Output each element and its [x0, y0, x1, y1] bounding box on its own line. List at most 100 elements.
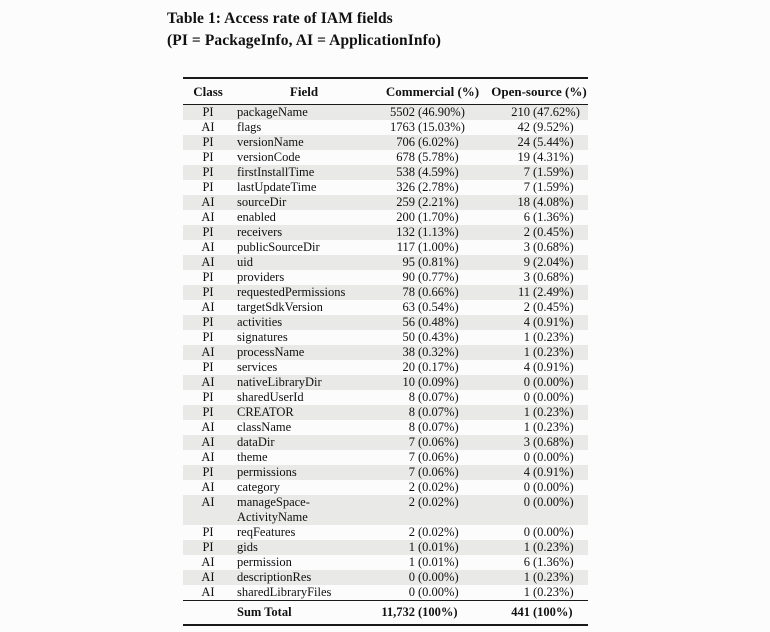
cell-commercial: 2 (0.02%) — [375, 495, 490, 510]
field-name-line: versionCode — [237, 150, 301, 164]
cell-class: AI — [201, 420, 215, 434]
cell-commercial: 132 (1.13%) — [375, 225, 490, 240]
commercial-count: 50 — [402, 330, 416, 344]
open-source-count: 0 — [523, 525, 530, 539]
open-source-percent: (0.68%) — [533, 435, 574, 449]
open-source-percent: (1.59%) — [533, 165, 574, 179]
cell-open-source: 3 (0.68%) — [490, 240, 588, 255]
cell-class: AI — [201, 435, 215, 449]
cell-commercial: 8 (0.07%) — [375, 405, 490, 420]
table-row: AI manageSpace- ActivityName 2 (0.02%) 0 (0.00… — [183, 495, 588, 525]
open-source-count: 2 — [523, 300, 530, 314]
commercial-count: 1 — [408, 540, 415, 554]
cell-class: PI — [202, 165, 214, 179]
table-body: PI packageName 5502 (46.90%) 210 (47.62%) AI fl… — [183, 105, 588, 600]
commercial-count: 200 — [396, 210, 415, 224]
cell-field: sharedLibraryFiles — [233, 585, 375, 600]
commercial-percent: (0.77%) — [418, 270, 459, 284]
cell-commercial: 259 (2.21%) — [375, 195, 490, 210]
commercial-count: 0 — [408, 570, 415, 584]
commercial-count: 5502 — [390, 105, 415, 119]
table-row: PI reqFeatures 2 (0.02%) 0 (0.00%) — [183, 525, 588, 540]
open-source-count: 1 — [523, 330, 530, 344]
commercial-percent: (4.59%) — [418, 165, 459, 179]
cell-field: permission — [233, 555, 375, 570]
sum-commercial-cell: 11,732 (100%) — [375, 605, 490, 620]
open-source-percent: (2.04%) — [533, 255, 574, 269]
cell-commercial: 7 (0.06%) — [375, 435, 490, 450]
commercial-count: 2 — [408, 480, 415, 494]
commercial-count: 678 — [396, 150, 415, 164]
open-source-percent: (0.23%) — [533, 585, 574, 599]
commercial-count: 7 — [408, 435, 415, 449]
cell-class: PI — [202, 225, 214, 239]
commercial-percent: (0.02%) — [418, 480, 459, 494]
cell-open-source: 7 (1.59%) — [490, 180, 588, 195]
table-row: AI processName 38 (0.32%) 1 (0.23%) — [183, 345, 588, 360]
open-source-count: 4 — [523, 315, 530, 329]
field-name-line: flags — [237, 120, 262, 134]
cell-class: AI — [201, 210, 215, 224]
open-source-count: 1 — [523, 420, 530, 434]
cell-open-source: 1 (0.23%) — [490, 540, 588, 555]
commercial-percent: (1.00%) — [418, 240, 459, 254]
field-name-line: sharedUserId — [237, 390, 304, 404]
cell-commercial: 7 (0.06%) — [375, 465, 490, 480]
cell-class: PI — [202, 285, 214, 299]
header-field: Field — [289, 83, 319, 99]
open-source-count: 3 — [523, 270, 530, 284]
commercial-percent: (46.90%) — [418, 105, 465, 119]
cell-open-source: 18 (4.08%) — [490, 195, 588, 210]
cell-class: AI — [201, 300, 215, 314]
commercial-percent: (0.09%) — [418, 375, 459, 389]
open-source-percent: (0.23%) — [533, 330, 574, 344]
open-source-count: 42 — [517, 120, 531, 134]
cell-class: PI — [202, 150, 214, 164]
cell-open-source: 11 (2.49%) — [490, 285, 588, 300]
open-source-percent: (47.62%) — [533, 105, 580, 119]
field-name-line: firstInstallTime — [237, 165, 315, 179]
open-source-count: 4 — [523, 465, 530, 479]
header-open-source: Open-source (%) — [491, 83, 587, 99]
header-commercial: Commercial (%) — [385, 83, 480, 99]
cell-open-source: 1 (0.23%) — [490, 420, 588, 435]
cell-field: gids — [233, 540, 375, 555]
open-source-percent: (0.23%) — [533, 345, 574, 359]
open-source-percent: (4.31%) — [533, 150, 574, 164]
commercial-percent: (0.81%) — [418, 255, 459, 269]
cell-commercial: 78 (0.66%) — [375, 285, 490, 300]
cell-open-source: 19 (4.31%) — [490, 150, 588, 165]
cell-field: receivers — [233, 225, 375, 240]
commercial-percent: (0.66%) — [418, 285, 459, 299]
cell-open-source: 2 (0.45%) — [490, 225, 588, 240]
commercial-count: 7 — [408, 465, 415, 479]
cell-commercial: 0 (0.00%) — [375, 585, 490, 600]
commercial-percent: (0.00%) — [418, 570, 459, 584]
cell-open-source: 0 (0.00%) — [490, 375, 588, 390]
table-row: PI gids 1 (0.01%) 1 (0.23%) — [183, 540, 588, 555]
open-source-count: 1 — [523, 585, 530, 599]
commercial-count: 56 — [402, 315, 416, 329]
cell-class: PI — [202, 180, 214, 194]
cell-field: requestedPermissions — [233, 285, 375, 300]
cell-commercial: 0 (0.00%) — [375, 570, 490, 585]
field-name-line: gids — [237, 540, 258, 554]
commercial-percent: (0.02%) — [418, 495, 459, 509]
cell-open-source: 210 (47.62%) — [490, 105, 588, 120]
cell-field: theme — [233, 450, 375, 465]
cell-field: publicSourceDir — [233, 240, 375, 255]
caption-line-1: Table 1: Access rate of IAM fields — [167, 10, 393, 27]
commercial-percent: (0.02%) — [418, 525, 459, 539]
table-row: PI CREATOR 8 (0.07%) 1 (0.23%) — [183, 405, 588, 420]
open-source-percent: (0.45%) — [533, 300, 574, 314]
field-name-line: dataDir — [237, 435, 275, 449]
field-name-line: className — [237, 420, 292, 434]
table-row: PI signatures 50 (0.43%) 1 (0.23%) — [183, 330, 588, 345]
cell-open-source: 1 (0.23%) — [490, 330, 588, 345]
commercial-percent: (2.78%) — [418, 180, 459, 194]
cell-field: uid — [233, 255, 375, 270]
sum-open-source-cell: 441 (100%) — [490, 605, 588, 620]
open-source-count: 19 — [517, 150, 531, 164]
cell-open-source: 3 (0.68%) — [490, 270, 588, 285]
open-source-percent: (1.36%) — [533, 210, 574, 224]
